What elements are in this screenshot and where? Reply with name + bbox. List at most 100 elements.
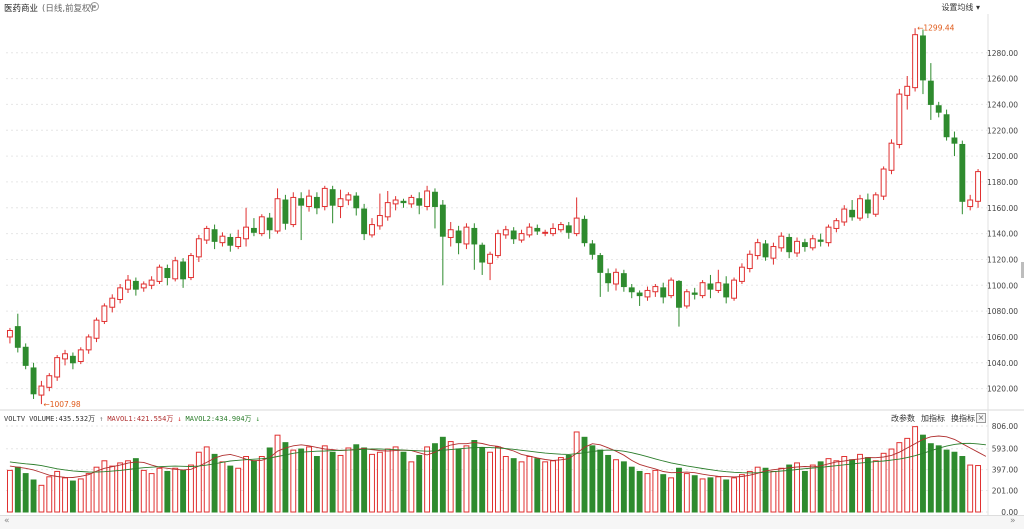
price-tick-label: 1200.00 [987,152,1018,161]
ma-setting-label: 设置均线 [941,3,974,12]
chart-title: 医药商业 (日线,前复权) [4,2,94,14]
volume-bar [14,466,21,513]
close-indicator-button[interactable]: × [976,413,986,423]
volume-bar [723,479,730,513]
volume-bar [306,446,312,513]
candle-body [597,255,604,273]
volume-bar [148,473,155,513]
candle-body [243,226,250,240]
candle-body [117,287,124,300]
candle-body [652,286,659,293]
candle-body [14,326,21,348]
candle-body [707,283,714,290]
volume-legend: VOLTV VOLUME:435.532万 ↑ MAVOL1:421.554万 ↓ MAV… [4,414,264,425]
candle-body [778,235,785,249]
candle-body [290,196,297,226]
volume-bar [22,473,29,513]
candle-body [746,253,753,269]
candle-body [384,202,391,218]
volume-bar [353,444,360,513]
chart-header: 医药商业 (日线,前复权) 设置均线 ▾ [0,0,1024,14]
candle-body [526,226,533,236]
volume-bar [376,451,383,513]
candle-body [699,282,706,297]
volume-bar [400,451,407,513]
candle-body [817,239,824,242]
candle-body [502,229,509,236]
candle-body [337,198,344,207]
candle-body [408,196,415,205]
volume-bar [951,451,958,513]
volume-bar [329,451,336,513]
volume-bar [313,456,320,513]
volume-tick-label: 0.00 [1001,508,1018,517]
candle-body [93,319,100,339]
volume-bar [691,475,698,513]
volume-bar [920,434,926,513]
candle-body [920,35,926,81]
volume-bar [101,460,108,513]
candle-body [392,199,399,205]
price-tick-label: 1120.00 [987,255,1018,264]
candle-body [274,198,281,232]
volume-axis: 806.00 593.00 397.00 201.00 0.00 [992,422,1018,517]
candle-body [510,230,517,240]
candle-body [904,85,911,96]
volume-bar [219,461,226,513]
candle-body [250,227,257,233]
volume-bar [794,462,800,513]
volume-bar [904,437,911,513]
candle-body [794,240,800,254]
volume-tick-label: 806.00 [992,422,1018,431]
volume-bar [770,470,777,513]
volume-bar [494,446,501,513]
volume-bar [683,473,690,513]
volume-bar [943,449,950,513]
volume-tick-label: 201.00 [992,487,1018,496]
price-tick-label: 1180.00 [987,178,1018,187]
change-params-button[interactable]: 改参数 [891,414,915,423]
volume-bar [416,454,423,513]
price-tick-label: 1100.00 [987,281,1018,290]
candle-body [54,357,61,378]
switch-indicator-button[interactable]: 换指标 [951,414,975,423]
candlesticks [6,28,982,405]
candle-body [644,289,651,298]
volume-bar [471,440,478,513]
volume-bar [125,460,131,513]
ma-setting-dropdown[interactable]: 设置均线 ▾ [941,2,980,13]
volume-tick-label: 593.00 [992,445,1018,454]
candle-body [164,267,171,279]
candle-body [825,226,832,244]
volume-bar [203,446,210,513]
candle-body [172,260,179,280]
candle-body [329,189,336,206]
volume-bar [455,448,462,513]
candle-body [85,336,92,351]
volume-bar [715,476,722,513]
candle-body [400,200,407,204]
candle-body [975,171,982,202]
candle-body [30,367,37,395]
candle-body [581,218,588,244]
volume-bar [841,456,848,513]
volume-bar [227,465,234,513]
candle-body [132,280,139,290]
title-subtitle: (日线,前复权) [42,4,94,14]
volume-bar [258,456,265,513]
volume-value: VOLUME:435.532万 [29,415,96,423]
price-tick-label: 1160.00 [987,204,1018,213]
volume-bar [93,466,100,513]
title-text: 医药商业 [4,4,39,14]
add-indicator-button[interactable]: 加指标 [921,414,945,423]
candle-body [849,209,856,218]
candle-body [762,243,769,258]
scroll-right-icon[interactable]: » [1010,516,1016,526]
scroll-left-icon[interactable]: « [4,516,10,526]
volume-bar [644,473,651,513]
volume-bar [266,447,273,513]
settings-gear-icon[interactable] [90,2,99,11]
high-annotation: ←1299.44 [917,24,955,33]
volume-bar [274,434,281,513]
